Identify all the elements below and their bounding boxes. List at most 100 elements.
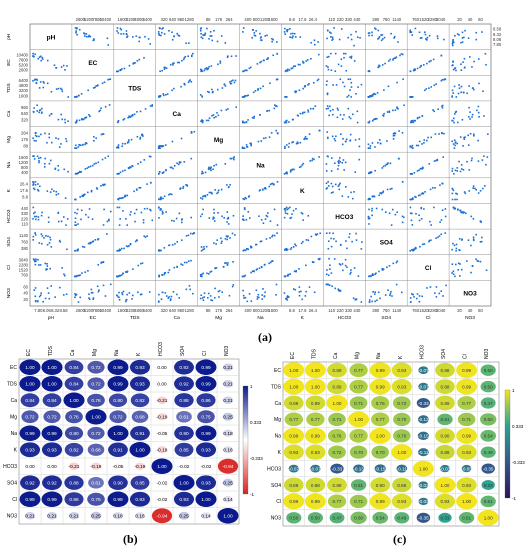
- scatter-point: [409, 206, 412, 209]
- scatter-point: [159, 95, 162, 97]
- scatter-point: [35, 258, 37, 260]
- correlation-value: -0.07: [310, 466, 321, 471]
- scatter-point: [284, 70, 287, 73]
- scatter-point: [141, 134, 143, 136]
- scatter-point: [35, 215, 38, 218]
- scatter-point: [201, 120, 203, 122]
- scatter-point: [242, 198, 245, 200]
- scatter-point: [208, 167, 210, 169]
- correlation-ellipse: [222, 412, 234, 421]
- correlation-ellipse: [88, 476, 104, 489]
- bottom-tick-label: 17.6: [298, 308, 307, 313]
- scatter-point: [100, 262, 102, 264]
- left-tick-label: 60: [23, 284, 28, 289]
- scatter-point: [409, 70, 412, 73]
- scatter-point: [39, 156, 42, 159]
- correlation-value: 0.88: [311, 483, 320, 488]
- scatter-point: [88, 208, 91, 210]
- bottom-tick-label: 800: [253, 308, 261, 313]
- correlation-circle: [456, 378, 478, 395]
- scatter-point: [32, 155, 35, 157]
- colorbar-tick: 1: [250, 384, 253, 389]
- scatter-point: [303, 138, 305, 141]
- scatter-point: [75, 172, 77, 175]
- correlation-circle: [327, 428, 347, 443]
- scatter-point: [411, 121, 414, 123]
- scatter-point: [347, 78, 350, 81]
- scatter-point: [327, 181, 329, 183]
- scatter-point: [453, 147, 456, 149]
- scatter-point: [349, 117, 352, 120]
- scatter-point: [214, 267, 217, 269]
- correlation-value: 0.61: [91, 481, 101, 487]
- scatter-point: [221, 215, 223, 218]
- scatter-point: [201, 213, 204, 216]
- scatter-point: [137, 162, 139, 165]
- scatter-point: [57, 164, 59, 167]
- correlation-circle: [417, 431, 429, 441]
- scatter-point: [379, 142, 382, 145]
- scatter-point: [310, 235, 313, 238]
- scatter-point: [440, 290, 443, 292]
- scatter-point: [332, 232, 334, 235]
- bottom-axis-name: Mg: [215, 315, 222, 321]
- scatter-point: [48, 136, 51, 139]
- scatter-point: [421, 295, 424, 298]
- scatter-point: [34, 232, 36, 234]
- scatter-point: [350, 57, 353, 59]
- scatter-point: [291, 168, 294, 171]
- scatter-point: [318, 156, 320, 158]
- scatter-point: [173, 164, 176, 167]
- scatter-point: [331, 285, 333, 287]
- scatter-point: [296, 142, 298, 144]
- scatter-point: [285, 249, 288, 251]
- scatter-point: [32, 55, 35, 58]
- scatter-point: [286, 96, 288, 98]
- correlation-ellipse: [63, 392, 85, 408]
- correlation-value: 0.49: [397, 516, 406, 521]
- scatter-point: [293, 270, 296, 273]
- scatter-point: [245, 197, 248, 200]
- scatter-point: [440, 233, 443, 236]
- scatter-point: [307, 84, 309, 86]
- scatter-point: [468, 190, 471, 192]
- scatter-point: [37, 190, 40, 192]
- column-label: NO3: [224, 346, 230, 357]
- scatter-point: [339, 160, 341, 163]
- scatter-point: [173, 87, 175, 90]
- scatter-point: [139, 161, 142, 163]
- correlation-ellipse: [19, 442, 41, 458]
- correlation-value: -0.11: [397, 466, 408, 471]
- correlation-circle: [369, 493, 391, 510]
- scatter-point: [116, 249, 118, 252]
- scatter-point: [35, 78, 38, 81]
- scatter-point: [151, 105, 153, 107]
- correlation-circle: [480, 413, 497, 426]
- scatter-point: [66, 218, 69, 220]
- scatter-point: [32, 110, 35, 113]
- scatter-point: [255, 289, 258, 292]
- correlation-value: 0.84: [47, 398, 57, 404]
- correlation-value: 0.93: [25, 448, 35, 454]
- scatter-point: [276, 232, 278, 234]
- correlation-value: 1.00: [25, 365, 35, 371]
- scatter-point: [122, 290, 125, 293]
- top-tick-label: 3040: [436, 17, 446, 22]
- scatter-point: [413, 296, 415, 298]
- scatter-point: [210, 35, 213, 37]
- correlation-circle: [371, 445, 389, 459]
- scatter-point: [485, 269, 488, 272]
- scatter-point: [136, 111, 138, 113]
- scatter-point: [430, 224, 432, 226]
- scatter-point: [77, 301, 80, 303]
- scatter-point: [337, 109, 339, 111]
- scatter-point: [332, 84, 334, 86]
- scatter-point: [202, 34, 204, 36]
- scatter-point: [467, 144, 470, 146]
- scatter-point: [219, 60, 222, 63]
- scatter-point: [358, 138, 361, 140]
- scatter-point: [462, 61, 464, 64]
- scatter-point: [148, 291, 151, 293]
- scatter-point: [372, 93, 375, 96]
- scatter-point: [104, 105, 107, 108]
